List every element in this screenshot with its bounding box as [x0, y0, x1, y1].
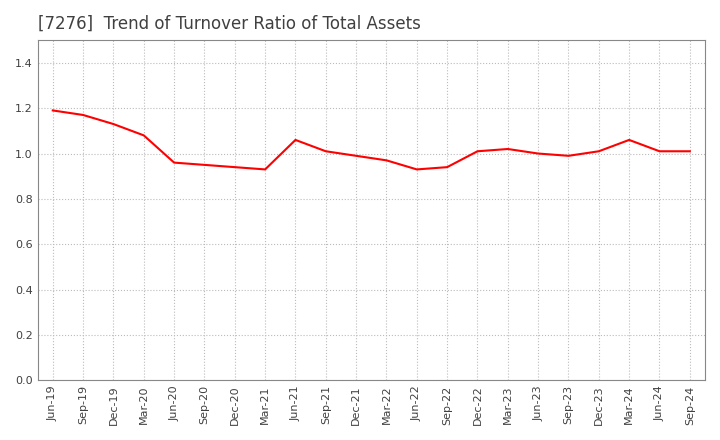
Text: [7276]  Trend of Turnover Ratio of Total Assets: [7276] Trend of Turnover Ratio of Total … [37, 15, 420, 33]
